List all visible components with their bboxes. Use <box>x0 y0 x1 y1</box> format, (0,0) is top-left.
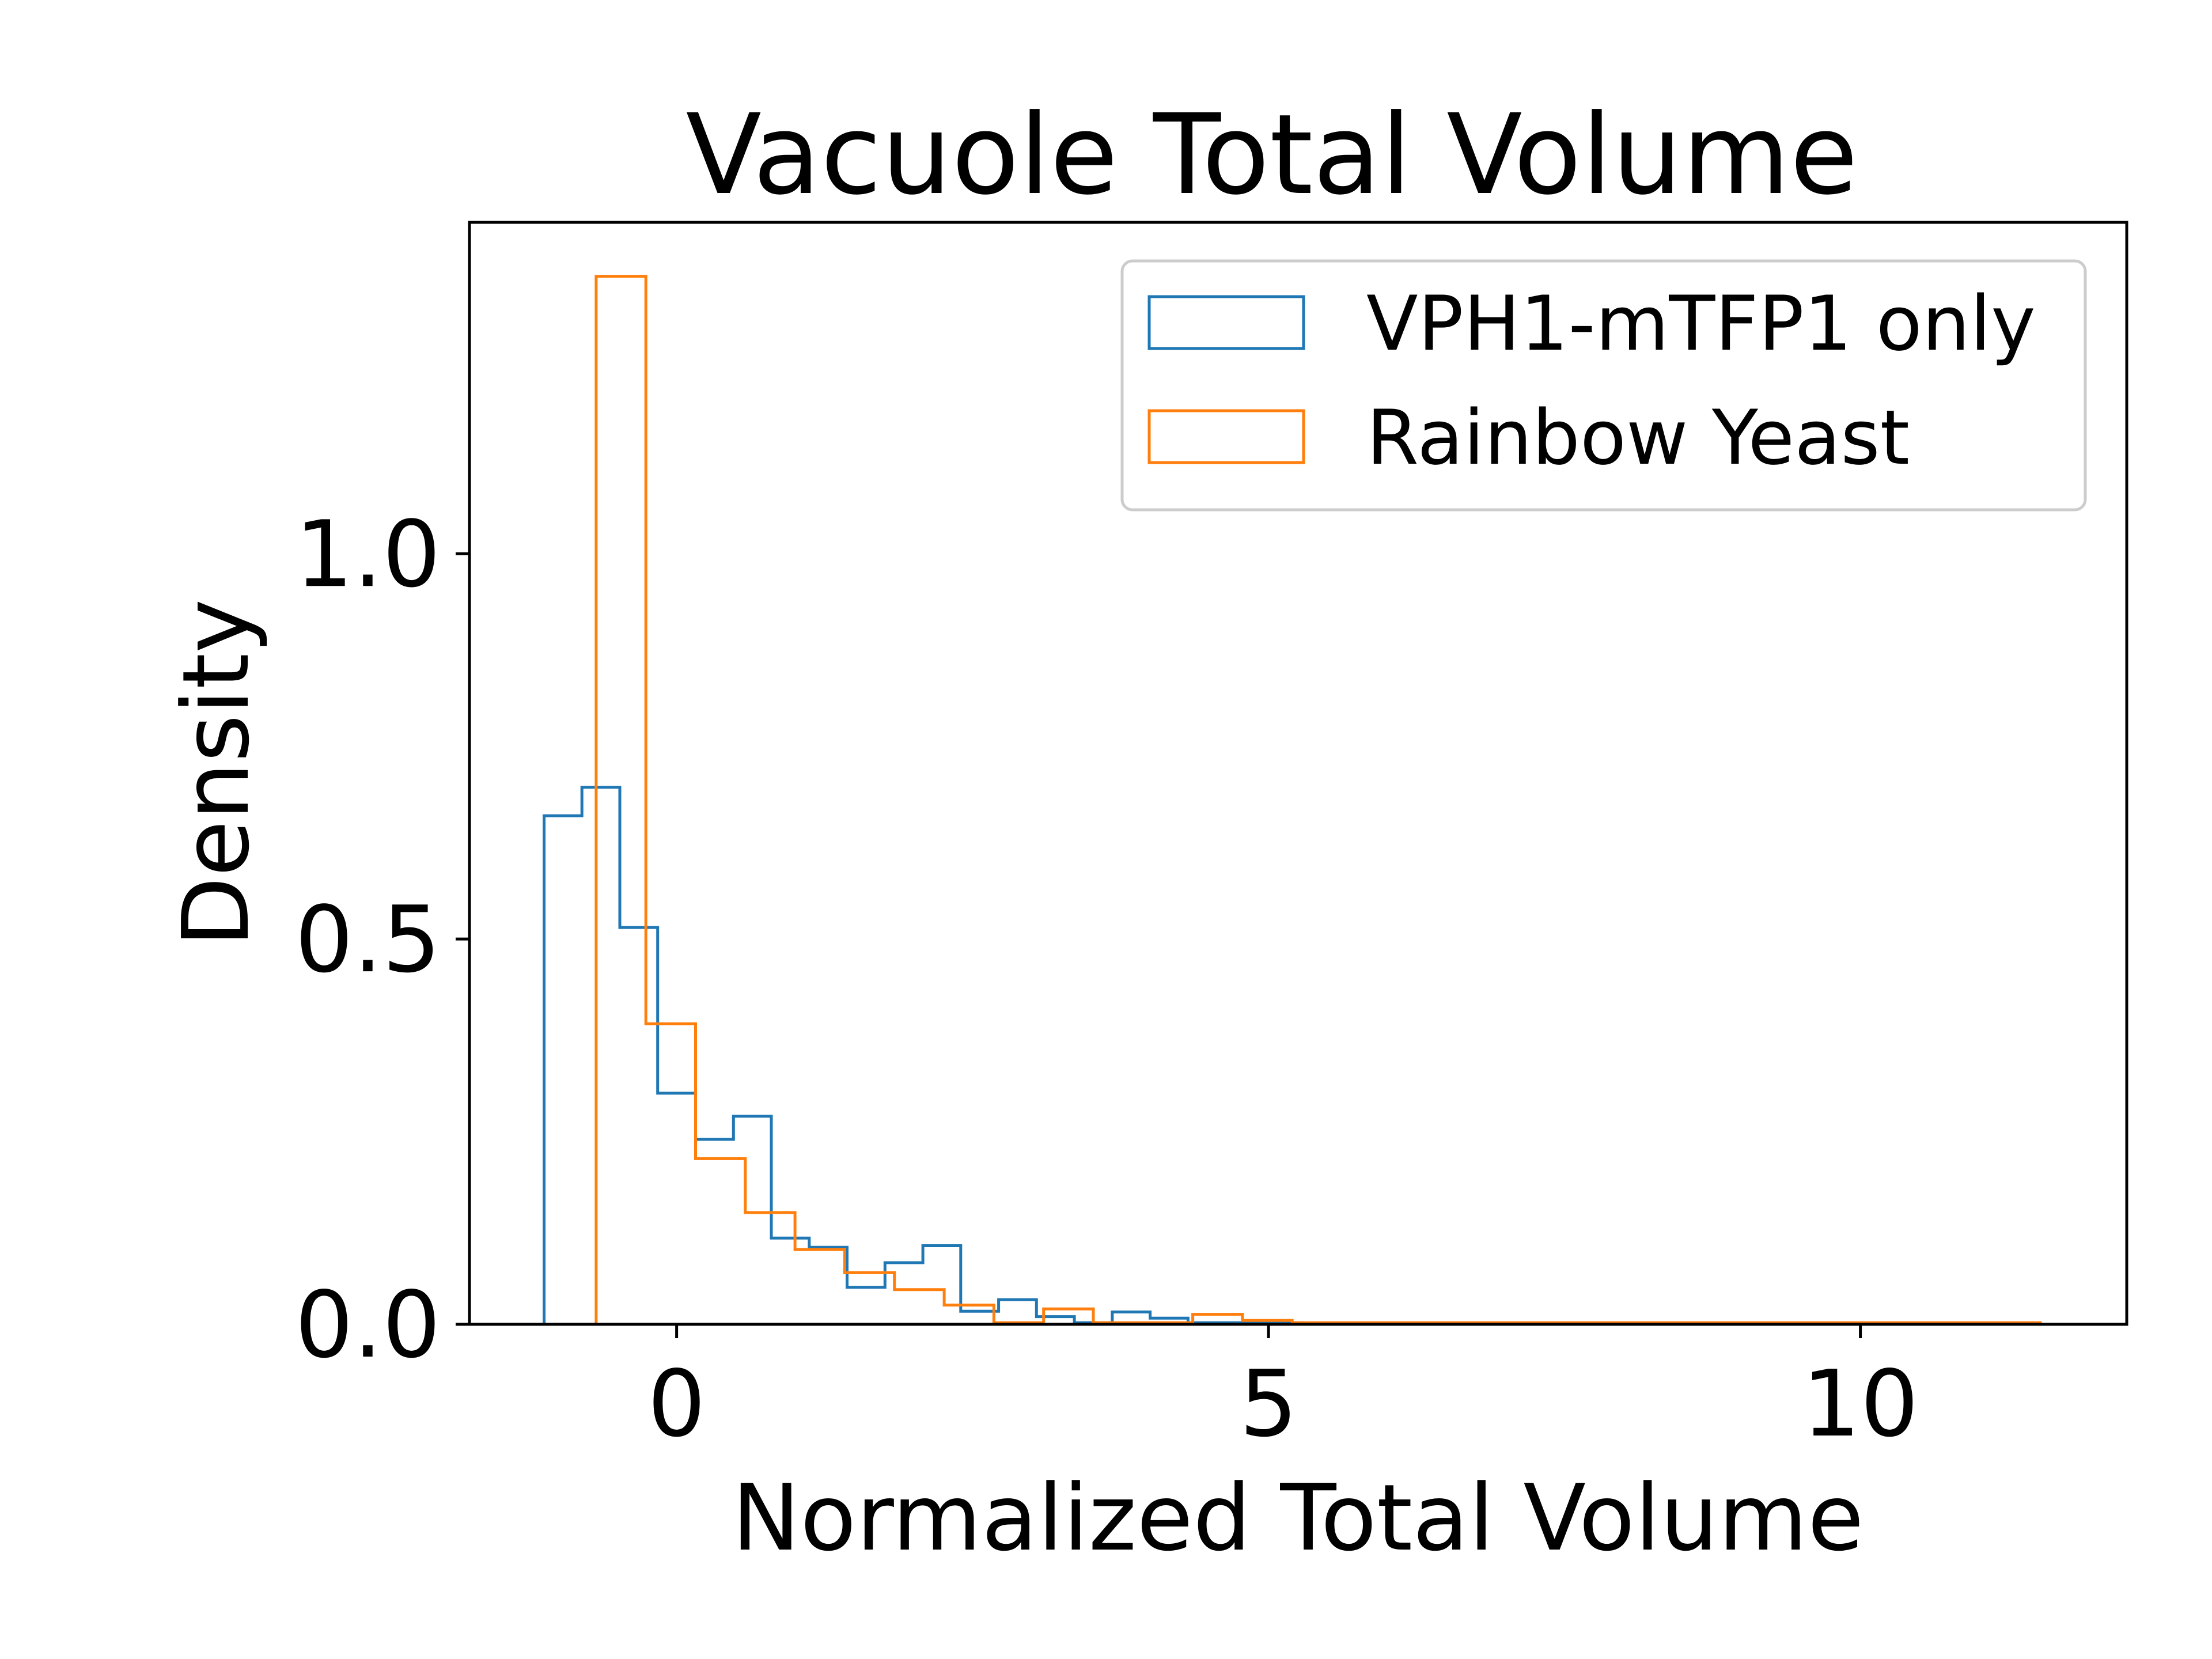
x-tick-label: 10 <box>1802 1351 1918 1457</box>
chart-title: Vacuole Total Volume <box>686 91 1858 219</box>
legend-label-2: Rainbow Yeast <box>1366 393 1910 482</box>
y-axis: 0.0 0.5 1.0 <box>295 501 469 1378</box>
y-tick-label: 0.0 <box>295 1272 441 1378</box>
legend-box <box>1120 259 2087 512</box>
y-axis-label: Density <box>163 599 270 947</box>
x-tick-label: 0 <box>647 1351 706 1457</box>
y-tick-label: 0.5 <box>295 887 441 993</box>
legend-swatch-1 <box>1147 295 1305 350</box>
x-axis-label: Normalized Total Volume <box>732 1465 1863 1571</box>
histogram-series-1 <box>543 786 2040 1326</box>
x-axis: 0 5 10 <box>647 1324 1919 1457</box>
legend-label-1: VPH1-mTFP1 only <box>1366 279 2036 368</box>
legend: VPH1-mTFP1 only Rainbow Yeast <box>1120 259 2087 512</box>
axes-frame <box>468 221 2128 1326</box>
y-tick-label: 1.0 <box>295 501 441 608</box>
x-tick-label: 5 <box>1240 1351 1298 1457</box>
legend-swatch-2 <box>1147 409 1305 464</box>
histogram-series-2 <box>594 275 2042 1324</box>
plot-area <box>543 275 2042 1326</box>
